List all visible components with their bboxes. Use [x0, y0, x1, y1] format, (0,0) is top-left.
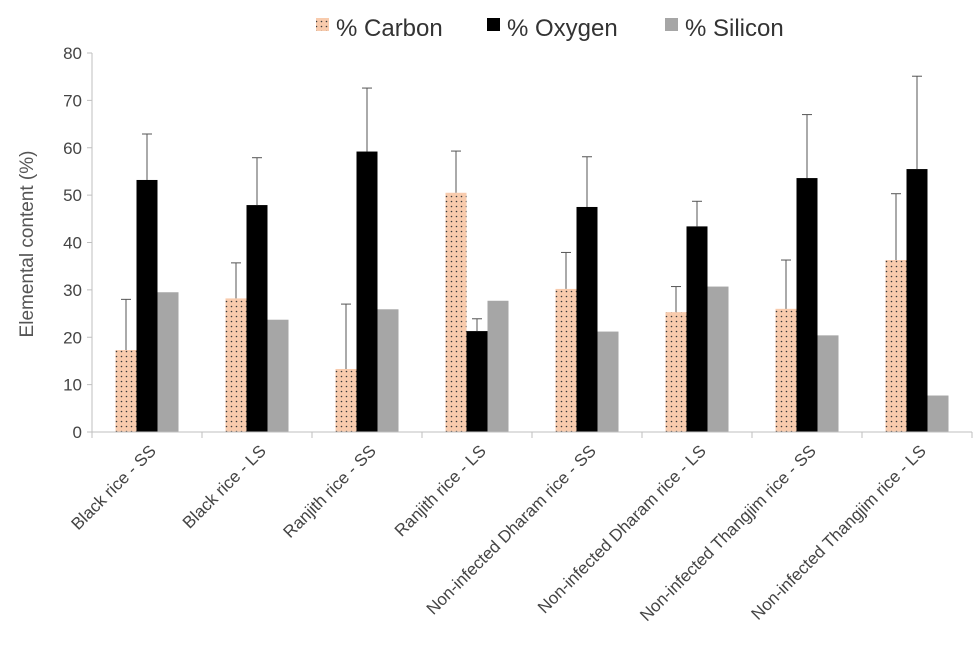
- legend-item-carbon: % Carbon: [316, 15, 443, 42]
- bar-silicon: [927, 395, 949, 432]
- bar-carbon: [555, 288, 577, 432]
- y-tick-label: 80: [63, 44, 82, 63]
- legend-label-oxygen: % Oxygen: [507, 15, 618, 42]
- legend-swatch-carbon: [316, 18, 329, 31]
- bar-carbon: [225, 298, 247, 432]
- bar-oxygen: [686, 226, 708, 432]
- category-group: [115, 133, 179, 432]
- y-tick-label: 0: [73, 423, 82, 442]
- x-tick-label: Ranjith rice - LS: [391, 441, 490, 540]
- bar-oxygen: [906, 169, 928, 432]
- bar-silicon: [377, 309, 399, 432]
- bar-silicon: [817, 335, 839, 432]
- category-group: [885, 75, 949, 432]
- bar-oxygen: [466, 331, 488, 432]
- y-tick-label: 10: [63, 376, 82, 395]
- y-tick-label: 50: [63, 186, 82, 205]
- bar-silicon: [487, 300, 509, 432]
- x-tick-label: Non-infected Thangjim rice - LS: [748, 441, 930, 623]
- legend-item-silicon: % Silicon: [665, 15, 784, 42]
- y-tick-label: 30: [63, 281, 82, 300]
- legend-item-oxygen: % Oxygen: [487, 15, 618, 42]
- x-axis: Black rice - SS Black rice - LS Ranjith ri…: [68, 431, 973, 625]
- legend-swatch-oxygen: [487, 18, 500, 31]
- legend: % Carbon % Oxygen % Silicon: [316, 15, 784, 42]
- legend-swatch-silicon: [665, 18, 678, 31]
- legend-label-carbon: % Carbon: [336, 15, 443, 42]
- y-tick-label: 70: [63, 91, 82, 110]
- legend-label-silicon: % Silicon: [685, 15, 784, 42]
- category-group: [775, 114, 839, 432]
- x-tick-label: Non-infected Thangjim rice - SS: [636, 441, 820, 625]
- bar-oxygen: [796, 178, 818, 432]
- plot-area: [115, 75, 949, 433]
- category-group: [335, 87, 399, 433]
- bar-silicon: [267, 319, 289, 432]
- category-group: [225, 157, 289, 432]
- bar-silicon: [707, 286, 729, 432]
- bar-oxygen: [246, 205, 268, 432]
- y-axis-title: Elemental content (%): [17, 151, 38, 338]
- bar-carbon: [115, 350, 137, 432]
- bar-carbon: [665, 312, 687, 432]
- bar-oxygen: [136, 179, 158, 432]
- category-group: [555, 156, 619, 432]
- y-tick-label: 20: [63, 328, 82, 347]
- y-tick-label: 60: [63, 139, 82, 158]
- y-tick-label: 40: [63, 234, 82, 253]
- bar-silicon: [157, 292, 179, 432]
- bar-carbon: [775, 308, 797, 432]
- x-tick-label: Black rice - SS: [68, 441, 160, 533]
- category-group: [665, 200, 729, 432]
- bar-carbon: [885, 260, 907, 432]
- bar-oxygen: [356, 151, 378, 433]
- bar-oxygen: [576, 206, 598, 432]
- y-axis: 0 10 20 30 40 50 60 70 80: [63, 44, 93, 442]
- bar-carbon: [445, 192, 467, 432]
- bar-silicon: [597, 331, 619, 432]
- x-tick-label: Black rice - LS: [179, 441, 270, 532]
- category-group: [445, 150, 509, 432]
- x-tick-label: Ranjith rice - SS: [280, 441, 380, 541]
- bar-carbon: [335, 368, 357, 432]
